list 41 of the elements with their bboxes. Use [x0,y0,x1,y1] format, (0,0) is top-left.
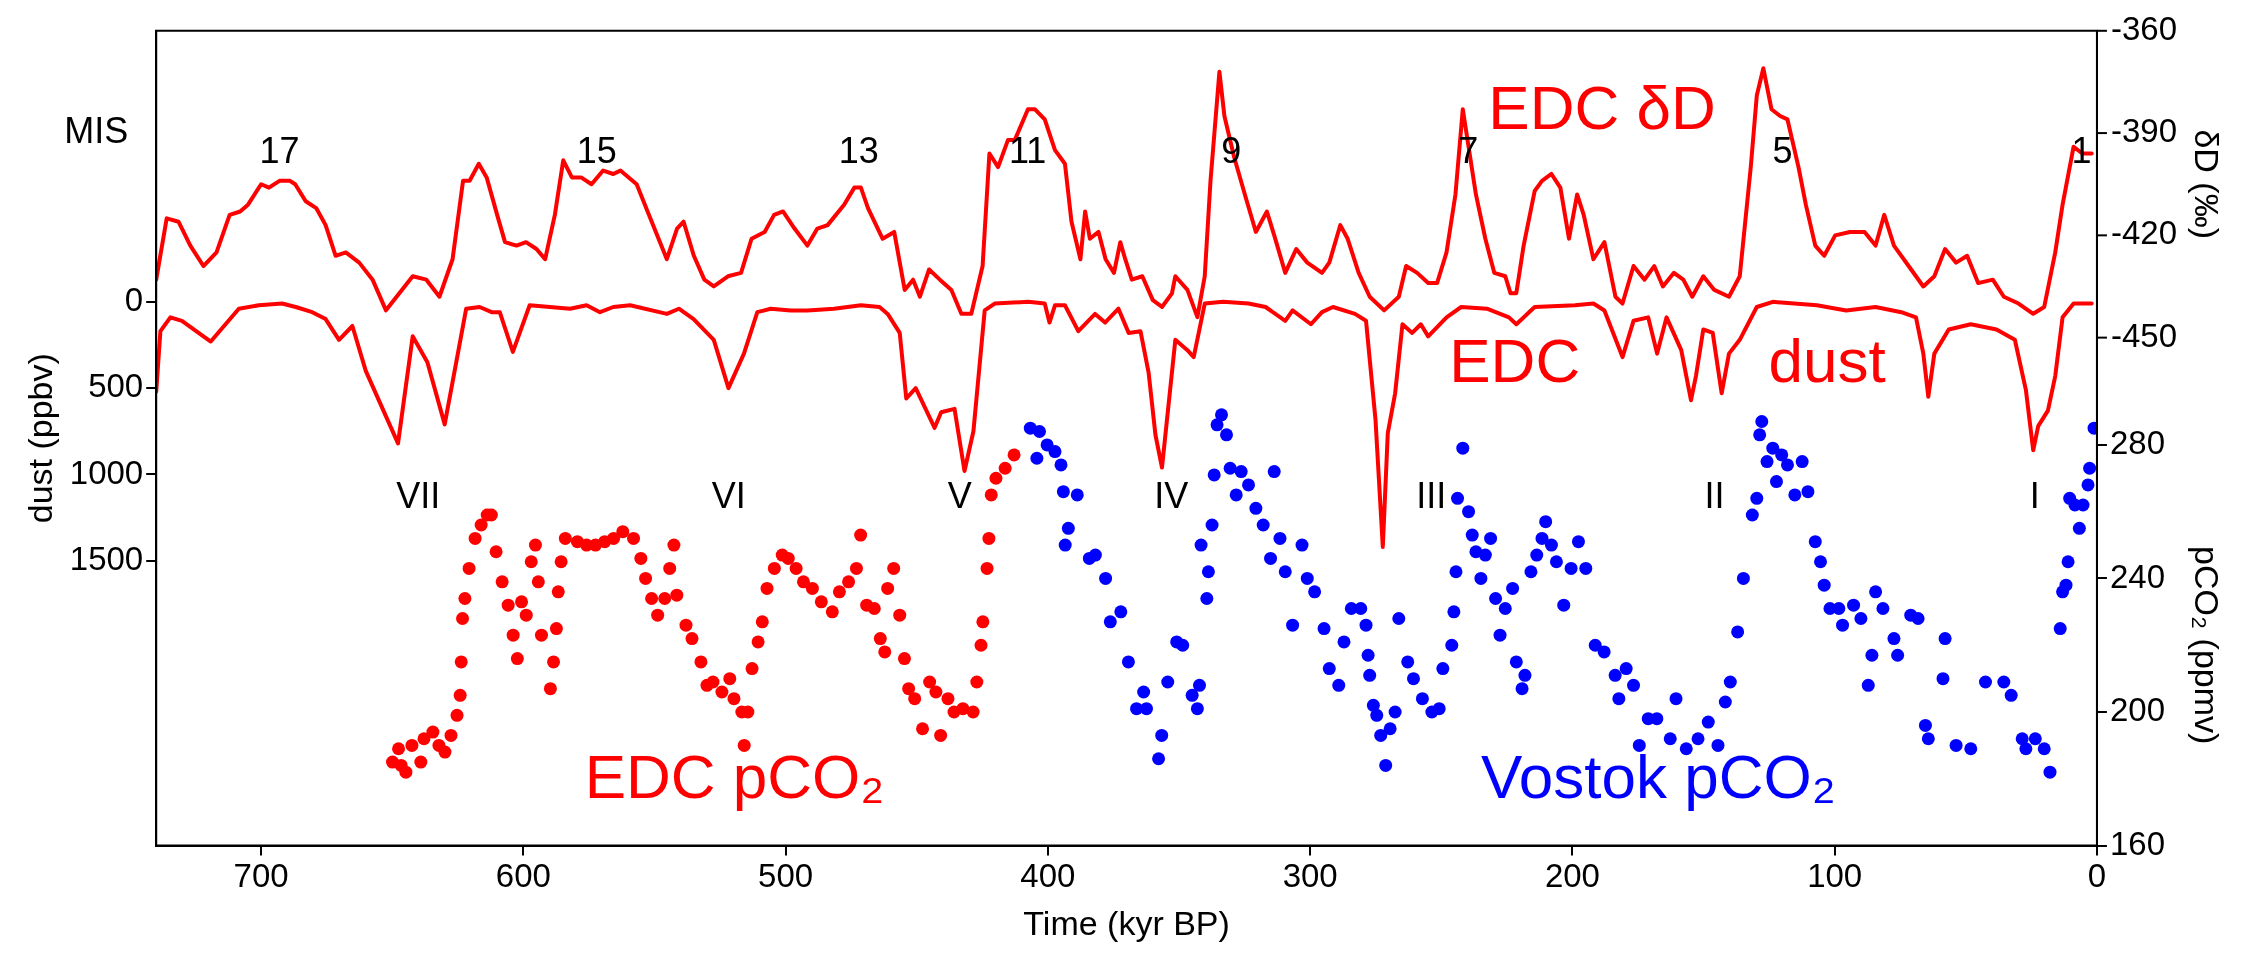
annotation: V [947,475,972,517]
x-tick-label: 100 [1807,857,1863,895]
y3-tick-label: 200 [2109,691,2165,729]
annotation: VI [711,475,746,517]
x-tick-label: 0 [2087,857,2107,895]
y3-tick-label: 160 [2109,824,2165,862]
y-axis-title: dust (ppbv) [20,353,59,524]
series-label: EDC δD [1488,73,1716,143]
x-tick-label: 600 [495,857,551,895]
annotation: II [1704,475,1725,517]
y2-tick-label: -360 [2110,9,2177,47]
y3-tick-label: 240 [2109,557,2165,595]
x-tick-label: 300 [1282,857,1338,895]
x-tick-label: 200 [1544,857,1600,895]
annotation: 5 [1772,129,1793,171]
annotation: 13 [838,129,879,171]
annotation: IV [1154,475,1189,517]
y-tick-label: 1000 [69,453,144,491]
series-label: EDC pCO₂ [584,741,885,811]
annotation: III [1416,475,1447,517]
y-tick-label: 0 [124,280,144,318]
x-axis-title: Time (kyr BP) [1023,903,1230,942]
annotation: VII [396,475,441,517]
y2-axis-title: δD (‰) [2187,129,2226,239]
x-tick-label: 400 [1020,857,1076,895]
annotation: 11 [1008,129,1047,171]
x-tick-label: 500 [758,857,814,895]
y2-tick-label: -390 [2110,112,2177,150]
y2-tick-label: -420 [2110,214,2177,252]
y3-axis-title: pCO₂ (ppmv) [2187,546,2226,745]
y-tick-label: 500 [88,367,144,405]
series-label: Vostok pCO₂ [1480,741,1836,811]
y2-tick-label: -450 [2110,316,2177,354]
x-tick-label: 700 [233,857,289,895]
y-tick-label: 1500 [69,539,144,577]
annotation: 17 [259,129,300,171]
text: EDC dust [1449,325,1886,395]
annotation: I [2029,475,2040,517]
annotation: 15 [576,129,617,171]
text: MIS [64,109,129,151]
y3-tick-label: 280 [2109,423,2165,461]
